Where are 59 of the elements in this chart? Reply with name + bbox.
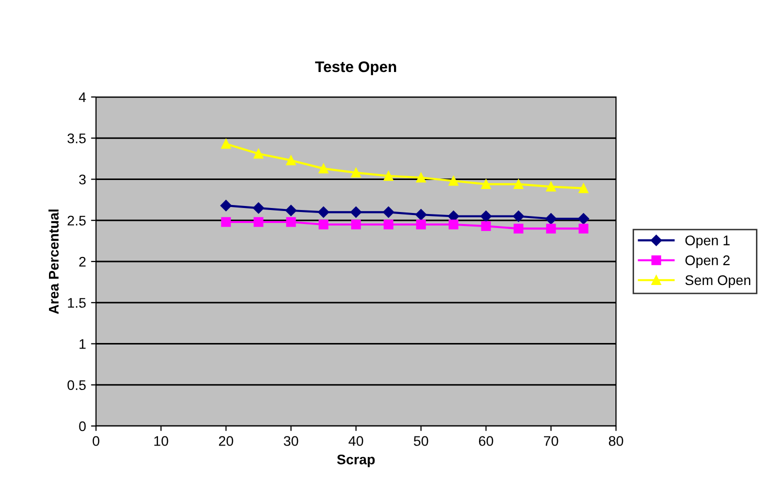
x-tick-label: 70 bbox=[544, 436, 558, 446]
point bbox=[254, 217, 264, 227]
point bbox=[578, 213, 590, 224]
y-tick-label: 3.5 bbox=[68, 133, 86, 144]
x-tick-label: 80 bbox=[608, 436, 624, 446]
point bbox=[514, 179, 524, 190]
point bbox=[318, 220, 328, 230]
point bbox=[546, 182, 556, 192]
y-tick-label: 4 bbox=[78, 92, 86, 102]
x-tick-label: 50 bbox=[414, 436, 428, 446]
point bbox=[351, 220, 361, 230]
point bbox=[416, 220, 426, 230]
x-tick-label: 60 bbox=[478, 436, 494, 446]
point bbox=[318, 206, 330, 218]
y-tick-label: 1 bbox=[80, 339, 86, 349]
point bbox=[384, 171, 394, 181]
point bbox=[416, 172, 426, 182]
point bbox=[448, 176, 458, 186]
point bbox=[351, 168, 361, 178]
point bbox=[220, 200, 232, 212]
x-tick-label: 0 bbox=[92, 436, 100, 446]
point bbox=[382, 206, 394, 218]
y-tick-label: 2.5 bbox=[68, 216, 86, 226]
point bbox=[286, 155, 296, 166]
point bbox=[415, 209, 427, 220]
point bbox=[350, 206, 362, 218]
point bbox=[285, 204, 297, 216]
x-tick-label: 20 bbox=[218, 436, 234, 446]
point bbox=[318, 164, 328, 174]
point bbox=[252, 202, 264, 214]
point bbox=[481, 221, 491, 231]
point bbox=[221, 139, 231, 149]
y-tick-label: 1.5 bbox=[68, 298, 86, 308]
point bbox=[286, 217, 296, 227]
x-tick-label: 10 bbox=[154, 436, 168, 446]
point bbox=[481, 179, 491, 190]
y-tick-label: 3 bbox=[79, 174, 86, 184]
chart-title: Teste Open bbox=[315, 61, 396, 76]
point bbox=[578, 224, 588, 234]
legend-label: Sem Open bbox=[685, 275, 750, 288]
point bbox=[448, 220, 458, 230]
point bbox=[384, 220, 394, 230]
point bbox=[578, 183, 588, 194]
x-axis-title: Scrap bbox=[337, 454, 375, 468]
y-tick-label: 0.5 bbox=[68, 380, 86, 390]
legend-label: Open 2 bbox=[685, 255, 730, 268]
point bbox=[480, 210, 492, 222]
y-tick-label: 2 bbox=[79, 256, 86, 267]
point bbox=[514, 224, 524, 234]
point bbox=[546, 224, 556, 234]
y-tick-label: 0 bbox=[79, 421, 86, 432]
y-axis-title: Area Percentual bbox=[48, 210, 59, 314]
x-tick-label: 40 bbox=[348, 436, 364, 446]
legend-label: Open 1 bbox=[685, 236, 730, 248]
point bbox=[254, 148, 264, 159]
point bbox=[221, 217, 231, 227]
point bbox=[512, 210, 524, 222]
point bbox=[545, 213, 557, 224]
x-tick-label: 30 bbox=[284, 436, 298, 446]
